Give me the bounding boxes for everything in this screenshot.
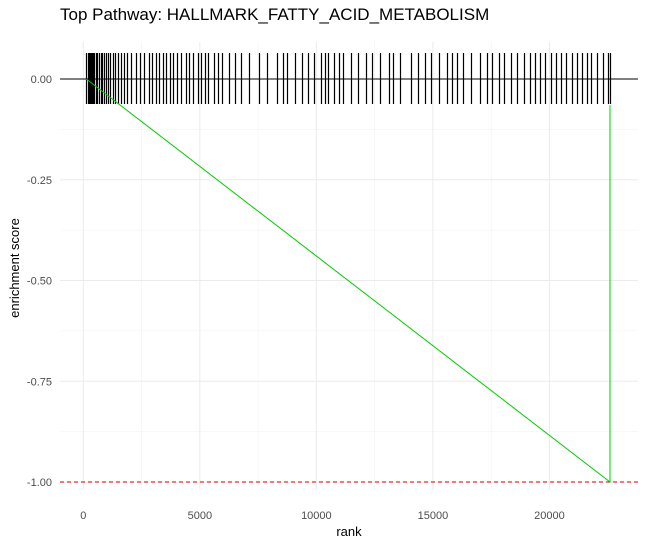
enrichment-score-line [85,78,611,484]
x-tick-label: 10000 [301,510,332,522]
y-tick-labels: 0.00 -0.25 -0.50 -0.75 -1.00 [27,74,52,489]
x-tick-label: 15000 [418,510,449,522]
y-tick-label: -0.75 [27,376,52,388]
y-axis-label: enrichment score [7,218,22,318]
x-tick-label: 0 [80,510,86,522]
x-tick-label: 20000 [534,510,565,522]
y-tick-label: 0.00 [31,74,52,86]
y-tick-label: -0.50 [27,276,52,288]
x-tick-labels: 0 5000 10000 15000 20000 [80,510,564,522]
y-tick-label: -1.00 [27,477,52,489]
reference-lines [60,78,638,483]
grid-lines [60,42,638,490]
x-tick-label: 5000 [188,510,212,522]
series-lines [85,78,611,484]
y-tick-label: -0.25 [27,175,52,187]
x-axis-label: rank [336,524,362,539]
chart-title: Top Pathway: HALLMARK_FATTY_ACID_METABOL… [60,5,490,24]
